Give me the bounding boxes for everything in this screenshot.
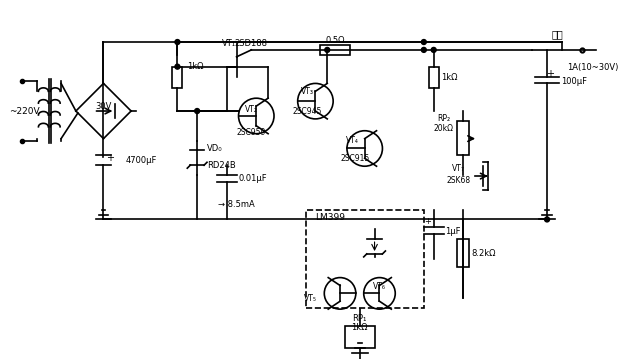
Text: 100μF: 100μF	[561, 77, 587, 86]
Bar	[306, 210, 424, 308]
Text: VT₆: VT₆	[373, 282, 386, 291]
Text: +: +	[425, 217, 431, 226]
Text: LM399: LM399	[315, 213, 345, 222]
Text: RP₂: RP₂	[437, 114, 450, 123]
Text: 2SC945: 2SC945	[293, 106, 322, 115]
Bar	[457, 121, 469, 155]
Text: RD24B: RD24B	[207, 161, 236, 170]
Text: 0.01μF: 0.01μF	[239, 173, 267, 182]
Text: VT₁: VT₁	[222, 39, 236, 49]
Circle shape	[431, 47, 436, 52]
Circle shape	[421, 39, 426, 45]
Circle shape	[175, 39, 180, 45]
Circle shape	[544, 217, 550, 222]
Bar	[173, 67, 182, 88]
Text: 2SC959: 2SC959	[237, 128, 266, 137]
Text: 4700μF: 4700μF	[125, 156, 156, 165]
Text: 1μF: 1μF	[445, 227, 461, 236]
Bar	[320, 45, 350, 55]
Circle shape	[421, 47, 426, 52]
Text: VD₀: VD₀	[207, 144, 222, 153]
Text: 8.2kΩ: 8.2kΩ	[471, 249, 495, 258]
Text: 1kΩ: 1kΩ	[441, 73, 458, 82]
Bar	[345, 326, 374, 348]
Text: 输出: 输出	[551, 29, 563, 39]
Text: VT₂: VT₂	[245, 105, 258, 114]
Text: +: +	[546, 68, 554, 79]
Text: → 8.5mA: → 8.5mA	[218, 200, 255, 209]
Text: VT₄: VT₄	[347, 136, 359, 145]
Text: 2SK68: 2SK68	[447, 176, 470, 185]
Text: 2SC915: 2SC915	[340, 154, 369, 163]
Text: +: +	[107, 153, 114, 163]
Text: VT₃: VT₃	[301, 87, 314, 96]
Bar	[457, 239, 469, 267]
Bar	[429, 67, 438, 88]
Text: ~220V: ~220V	[9, 106, 40, 115]
Text: 1kΩ: 1kΩ	[187, 62, 203, 71]
Text: 1A(10~30V): 1A(10~30V)	[566, 63, 618, 72]
Text: VT₅: VT₅	[304, 294, 317, 303]
Text: 0.5Ω: 0.5Ω	[325, 35, 345, 45]
Text: 20kΩ: 20kΩ	[433, 124, 453, 133]
Text: VT₇: VT₇	[452, 164, 465, 173]
Circle shape	[195, 109, 200, 113]
Text: 1kΩ: 1kΩ	[352, 323, 368, 332]
Circle shape	[175, 64, 180, 69]
Text: 30V: 30V	[95, 102, 112, 110]
Text: 2SD188: 2SD188	[235, 39, 268, 49]
Text: RP₁: RP₁	[352, 313, 367, 323]
Circle shape	[325, 47, 330, 52]
